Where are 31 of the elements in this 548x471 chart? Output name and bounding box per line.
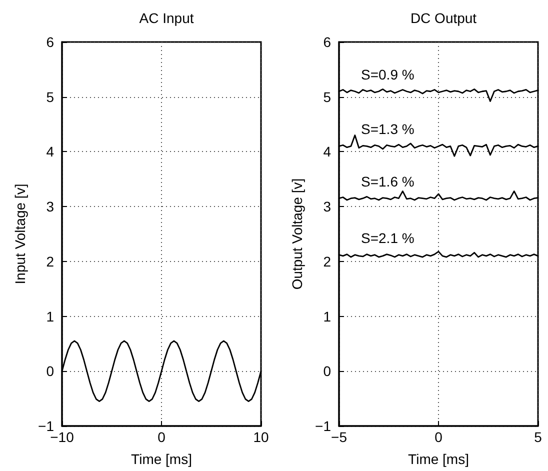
annotation: S=2.1 %	[361, 230, 414, 246]
annotation: S=1.3 %	[361, 121, 414, 138]
annotation: S=1.6 %	[361, 173, 414, 190]
y-tick-label: 3	[46, 198, 54, 215]
x-tick-label: 10	[253, 429, 269, 445]
y-axis-title: Output Voltage [v]	[289, 178, 306, 290]
y-tick-label: 2	[46, 253, 54, 270]
chart-title: AC Input	[139, 10, 194, 26]
y-tick-label: 3	[323, 198, 332, 215]
y-tick-label: 1	[46, 308, 54, 324]
y-tick-label: −1	[38, 418, 54, 434]
x-tick-label: 5	[534, 429, 542, 445]
y-axis-title: Input Voltage [v]	[12, 184, 28, 284]
y-tick-label: 1	[323, 308, 332, 324]
y-tick-label: 6	[46, 34, 54, 50]
x-axis-title: Time [ms]	[131, 451, 192, 467]
y-tick-label: 4	[46, 144, 54, 160]
x-tick-label: 0	[158, 429, 166, 445]
annotation: S=0.9 %	[361, 66, 414, 82]
x-tick-label: 0	[434, 429, 443, 445]
x-axis-title: Time [ms]	[408, 451, 469, 467]
y-tick-label: 0	[46, 363, 54, 380]
y-tick-label: 0	[323, 363, 332, 380]
y-tick-label: 5	[323, 88, 332, 105]
y-tick-label: 4	[323, 144, 332, 160]
y-tick-label: 6	[323, 34, 332, 50]
x-tick-label: −5	[331, 429, 348, 445]
y-tick-label: 5	[46, 88, 54, 105]
y-tick-label: 2	[323, 253, 332, 270]
chart-title: DC Output	[410, 10, 477, 26]
y-tick-label: −1	[315, 418, 332, 434]
